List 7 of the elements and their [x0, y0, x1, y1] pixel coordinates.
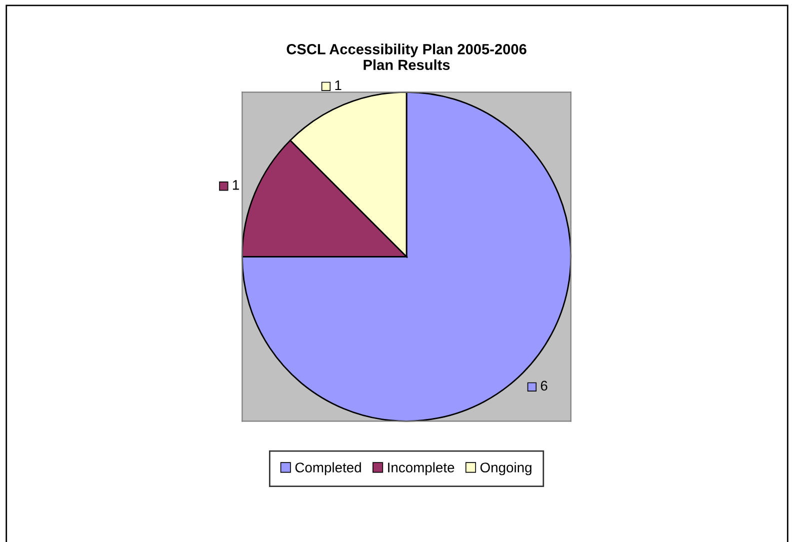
legend-label: Completed	[295, 462, 361, 476]
chart-title: CSCL Accessibility Plan 2005-2006 Plan Results	[286, 44, 526, 70]
legend-label: Ongoing	[480, 462, 532, 476]
data-label: 6	[540, 380, 548, 391]
legend-label: Incomplete	[388, 462, 454, 476]
data-label: 1	[232, 180, 239, 190]
data-label: 1	[335, 80, 342, 90]
